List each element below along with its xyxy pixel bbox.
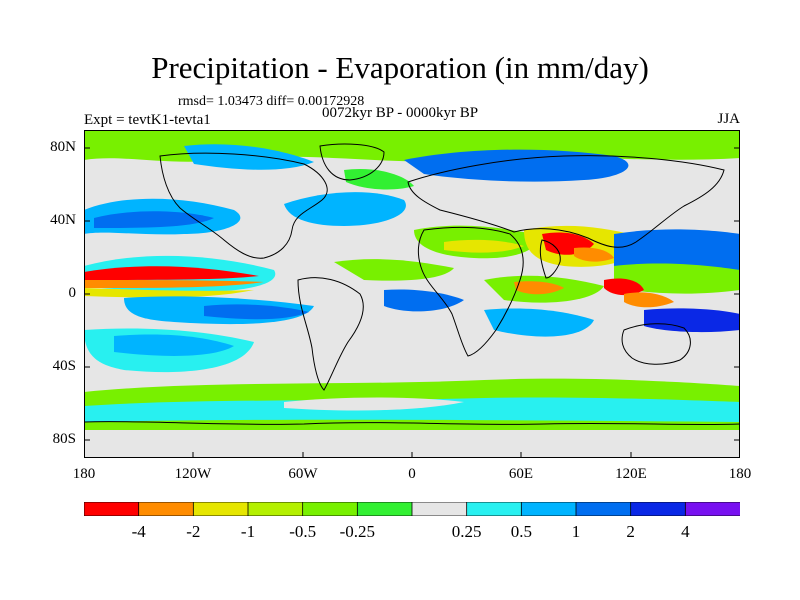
colorbar-swatch xyxy=(466,501,523,517)
indian-ocean-blue xyxy=(484,308,594,337)
indian-ocean-orange xyxy=(514,281,564,295)
plot-title: Precipitation - Evaporation (in mm/day) xyxy=(151,50,649,85)
antarctic-grey xyxy=(84,430,740,458)
colorbar-label: -4 xyxy=(131,522,146,541)
precip-evap-map xyxy=(84,130,740,458)
colorbar-label: 0.25 xyxy=(451,522,482,541)
southern-ocean-cyan xyxy=(84,397,740,422)
south-pacific-blue xyxy=(114,334,234,356)
lon-label-60W: 60W xyxy=(288,466,318,482)
colorbar-swatch xyxy=(684,501,741,517)
lon-label-180-left: 180 xyxy=(72,466,96,482)
lon-label-60E: 60E xyxy=(508,466,534,482)
north-atlantic-green xyxy=(344,168,414,190)
colorbar-label: -0.25 xyxy=(339,522,376,541)
coast-north-america xyxy=(159,152,328,259)
colorbar xyxy=(83,501,741,517)
colorbar-swatch xyxy=(302,501,359,517)
colorbar-swatch xyxy=(247,501,304,517)
colorbar-swatch xyxy=(83,501,140,517)
colorbar-swatch xyxy=(630,501,687,517)
colorbar-label: 1 xyxy=(571,522,581,541)
colorbar-label: 2 xyxy=(626,522,635,541)
lon-label-0: 0 xyxy=(408,466,416,482)
coast-antarctica xyxy=(84,421,740,426)
lat-label-40N: 40N xyxy=(50,212,76,228)
lat-label-80N: 80N xyxy=(50,139,76,155)
arctic-blue-band xyxy=(404,149,629,182)
west-pacific-blue xyxy=(614,229,740,274)
coast-australia xyxy=(621,323,691,365)
colorbar-swatch xyxy=(138,501,195,517)
colorbar-swatch xyxy=(356,501,413,517)
maritime-orange xyxy=(624,292,674,308)
lon-label-120E: 120E xyxy=(615,466,647,482)
coast-south-america xyxy=(297,277,364,391)
pacific-itcz-red xyxy=(84,266,259,280)
coast-india xyxy=(539,239,561,279)
colorbar-label: 4 xyxy=(681,522,690,541)
colorbar-swatch xyxy=(411,501,468,517)
lat-label-40S: 40S xyxy=(52,358,76,374)
north-pacific-track-core xyxy=(94,211,214,228)
lat-label-0: 0 xyxy=(68,285,77,301)
pacific-itcz-orange xyxy=(84,280,264,288)
map-frame xyxy=(84,130,740,458)
maritime-red xyxy=(604,278,644,296)
colorbar-label: 0.5 xyxy=(510,522,532,541)
rmsd-diff-stats: rmsd= 1.03473 diff= 0.00172928 xyxy=(178,94,365,109)
north-atlantic-wet xyxy=(284,192,406,226)
lon-label-180-right: 180 xyxy=(728,466,752,482)
sahel-yellow xyxy=(444,239,524,253)
equatorial-pacific-deep xyxy=(204,304,309,320)
coast-europe-asia xyxy=(407,155,725,248)
lon-label-120W: 120W xyxy=(174,466,212,482)
colorbar-swatch xyxy=(575,501,632,517)
period-label: 0072kyr BP - 0000kyr BP xyxy=(322,105,479,121)
arctic-cyan-band xyxy=(184,144,314,170)
season-label: JJA xyxy=(717,111,740,127)
west-pacific-green xyxy=(614,263,740,294)
coast-africa xyxy=(417,226,524,357)
west-pacific-deep xyxy=(644,308,740,333)
colorbar-swatch xyxy=(192,501,249,517)
lat-label-80S: 80S xyxy=(52,431,76,447)
colorbar-label: -1 xyxy=(240,522,256,541)
pacific-itcz-yellow xyxy=(84,288,254,298)
colorbar-label: -2 xyxy=(186,522,201,541)
experiment-label: Expt = tevtK1-tevta1 xyxy=(84,112,211,128)
coast-greenland xyxy=(319,143,385,181)
colorbar-label: -0.5 xyxy=(289,522,317,541)
arctic-wet-band xyxy=(84,130,740,162)
colorbar-swatch xyxy=(520,501,577,517)
indochina-orange xyxy=(574,247,614,262)
tropical-atlantic-blue xyxy=(384,289,464,312)
southern-ocean-grey xyxy=(284,397,464,411)
